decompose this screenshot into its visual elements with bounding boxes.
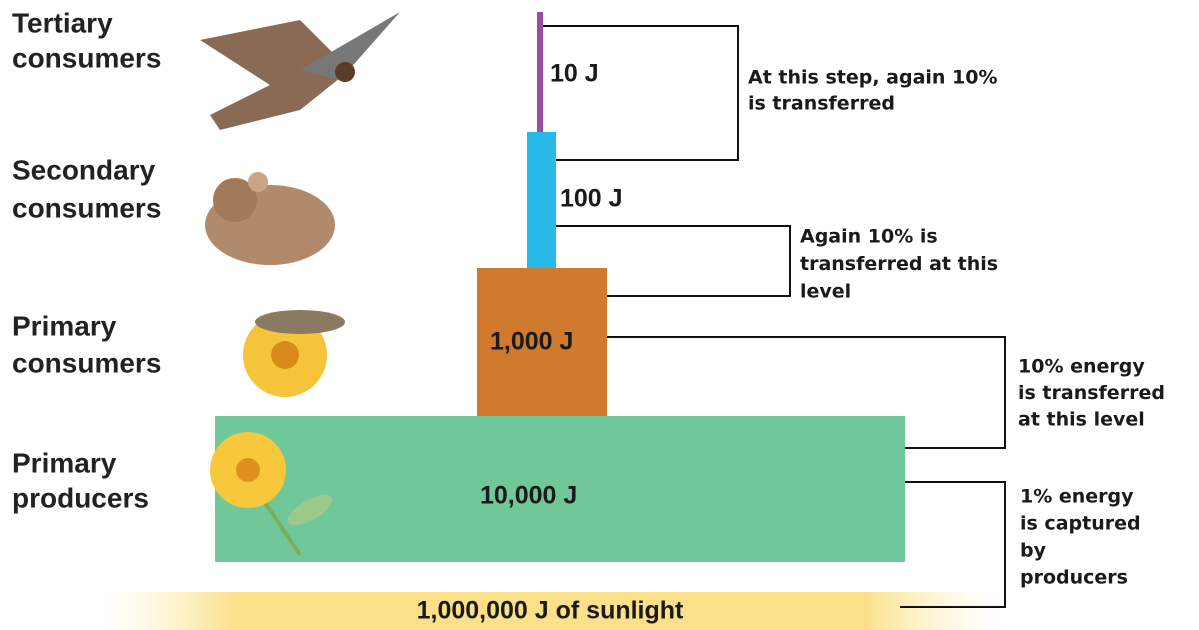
- annotation: producers: [1020, 567, 1128, 589]
- level-label: consumers: [12, 42, 161, 73]
- annotation: at this level: [1018, 409, 1145, 431]
- annotation: Again 10% is: [800, 226, 938, 248]
- level-label: Primary: [12, 447, 117, 478]
- annotation: transferred at this: [800, 253, 998, 275]
- energy-label: 1,000 J: [490, 328, 573, 356]
- mouse-icon: [205, 172, 335, 265]
- level-label: Tertiary: [12, 7, 113, 38]
- level-label: Primary: [12, 310, 117, 341]
- level-label: Secondary: [12, 154, 156, 185]
- energy-label: 10 J: [550, 60, 599, 88]
- grasshopper-flower-icon: [243, 310, 345, 397]
- annotation: At this step, again 10%: [748, 67, 998, 89]
- energy-label: 100 J: [560, 185, 623, 213]
- annotation: 1% energy: [1020, 486, 1134, 508]
- annotation: level: [800, 281, 851, 303]
- hawk-icon: [200, 12, 400, 130]
- secondary-consumers-block: [527, 132, 556, 268]
- bracket: [900, 482, 1005, 607]
- energy-label: 10,000 J: [480, 482, 577, 510]
- bracket: [543, 26, 738, 160]
- annotation: is transferred: [748, 93, 895, 115]
- level-label: producers: [12, 482, 149, 513]
- tertiary-consumers-block: [537, 12, 543, 132]
- energy-pyramid: 1,000,000 J of sunlight Tertiary consumer…: [0, 0, 1199, 630]
- annotation: by: [1020, 540, 1047, 562]
- sunlight-label: 1,000,000 J of sunlight: [417, 597, 684, 625]
- level-label: consumers: [12, 347, 161, 378]
- annotation: is transferred: [1018, 382, 1165, 404]
- annotation: is captured: [1020, 513, 1141, 535]
- level-label: consumers: [12, 192, 161, 223]
- annotation: 10% energy: [1018, 356, 1145, 378]
